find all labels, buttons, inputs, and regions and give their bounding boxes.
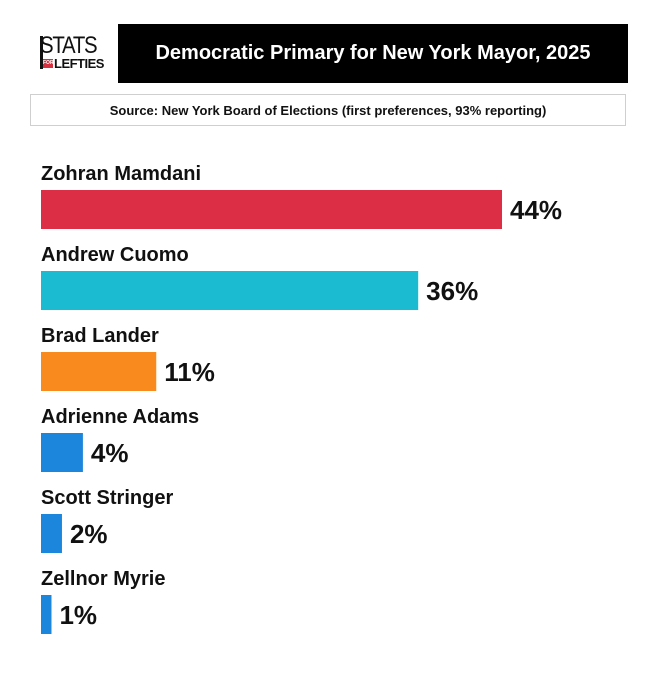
candidate-label-brad-lander: Brad Lander — [41, 325, 159, 347]
stats-for-lefties-logo: STATS FOR LEFTIES — [40, 32, 104, 74]
bar-zohran-mamdani — [41, 190, 502, 229]
value-label-adrienne-adams: 4% — [91, 438, 129, 468]
bar-andrew-cuomo — [41, 271, 419, 310]
logo-top-text: STATS — [40, 32, 98, 59]
bar-chart: Zohran Mamdani 44% Andrew Cuomo 36% Brad Lan… — [41, 163, 562, 634]
logo-bottom-text: LEFTIES — [54, 56, 104, 71]
bar-adrienne-adams — [41, 433, 83, 472]
candidate-label-andrew-cuomo: Andrew Cuomo — [41, 244, 189, 266]
value-label-zohran-mamdani: 44% — [510, 195, 562, 225]
bar-zellnor-myrie — [41, 595, 52, 634]
candidate-label-zohran-mamdani: Zohran Mamdani — [41, 163, 201, 185]
candidate-label-adrienne-adams: Adrienne Adams — [41, 406, 199, 428]
value-label-scott-stringer: 2% — [70, 519, 108, 549]
logo-for-badge: FOR — [43, 59, 54, 68]
bar-scott-stringer — [41, 514, 62, 553]
value-label-zellnor-myrie: 1% — [59, 600, 97, 630]
value-label-andrew-cuomo: 36% — [426, 276, 478, 306]
value-label-brad-lander: 11% — [164, 357, 215, 387]
bar-brad-lander — [41, 352, 157, 391]
logo-bar — [40, 36, 43, 69]
source-note: Source: New York Board of Elections (fir… — [109, 102, 547, 118]
candidate-label-scott-stringer: Scott Stringer — [41, 487, 173, 509]
candidate-label-zellnor-myrie: Zellnor Myrie — [41, 568, 165, 590]
chart-title: Democratic Primary for New York Mayor, 2… — [155, 42, 591, 64]
source-box: Source: New York Board of Elections (fir… — [30, 94, 626, 126]
title-banner: Democratic Primary for New York Mayor, 2… — [118, 24, 628, 83]
